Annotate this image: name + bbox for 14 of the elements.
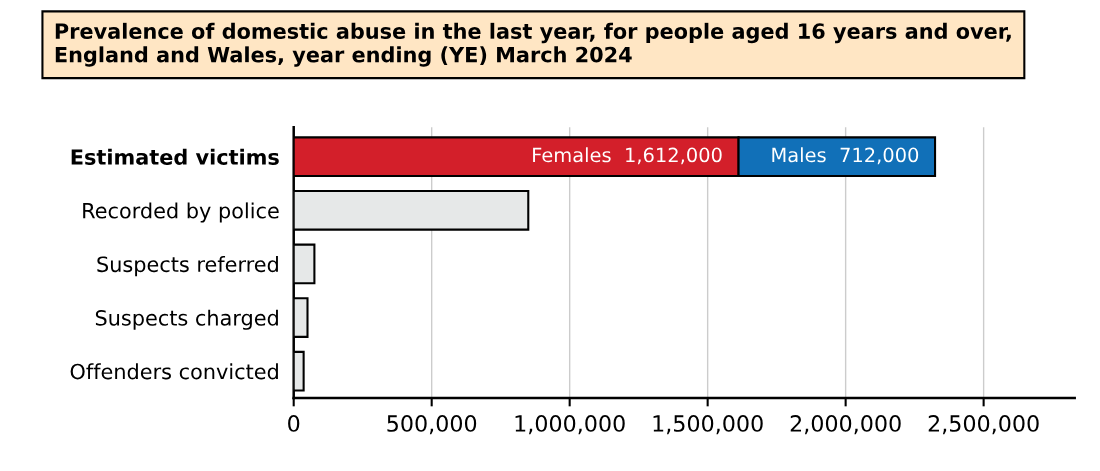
text: Males 712,000 bbox=[772, 147, 919, 165]
x-tick-label: 2,500,000 bbox=[928, 415, 1039, 435]
text: Females 1,612,000 bbox=[533, 147, 722, 165]
chart-title: Prevalence of domestic abuse in the last year, for people aged 16 years and over, England and Wales, year ending (YE) March 2024 bbox=[55, 22, 1011, 67]
y-tick-label: Estimated victims bbox=[71, 148, 279, 165]
y-tick-label: Offenders convicted bbox=[70, 363, 278, 380]
y-tick-label: Recorded by police bbox=[83, 202, 279, 223]
x-tick-label: 1,500,000 bbox=[653, 415, 763, 435]
y-tick-label: Suspects referred bbox=[97, 256, 278, 277]
y-tick-label: Suspects charged bbox=[95, 309, 278, 330]
x-tick-label: 0 bbox=[288, 415, 300, 432]
x-tick-label: 500,000 bbox=[387, 415, 477, 435]
x-tick-label: 2,000,000 bbox=[790, 415, 901, 435]
x-tick-label: 1,000,000 bbox=[515, 415, 625, 435]
